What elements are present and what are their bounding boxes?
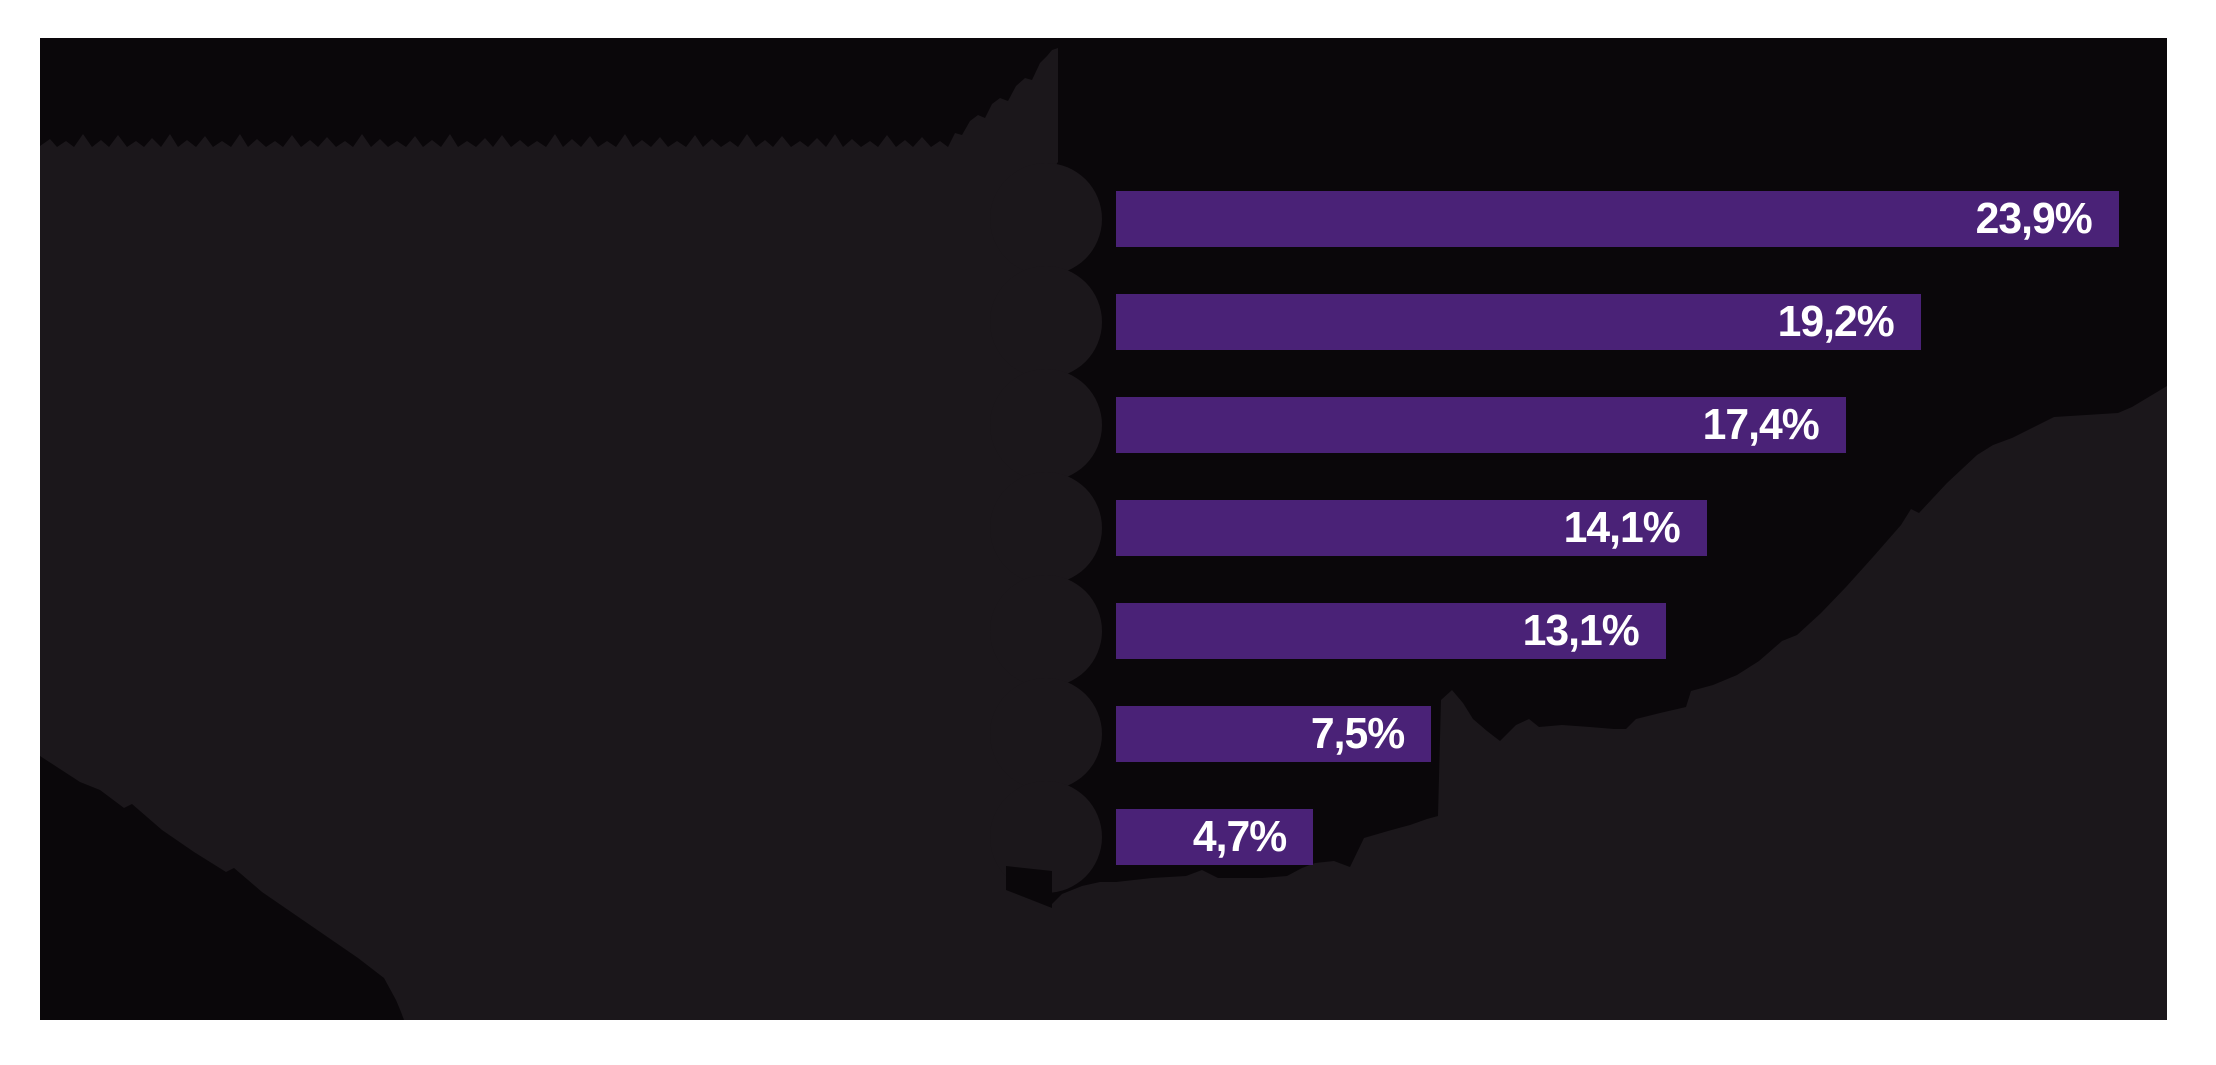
bar-row-6: 7,5% — [1116, 706, 1431, 762]
circle-silhouettes — [990, 163, 1102, 893]
notch-shape — [1006, 866, 1052, 908]
bar-row-5: 13,1% — [1116, 603, 1666, 659]
bar-value-label: 7,5% — [1310, 709, 1405, 758]
mountain-silhouette — [1050, 386, 2167, 1020]
bar-value-label: 17,4% — [1702, 400, 1820, 449]
bar-value-label: 4,7% — [1192, 812, 1287, 861]
bar-row-3: 17,4% — [1116, 397, 1846, 453]
bar-value-label: 13,1% — [1522, 606, 1640, 655]
bar-row-7: 4,7% — [1116, 809, 1313, 865]
bar-value-label: 14,1% — [1563, 503, 1681, 552]
left-silhouette-mass — [40, 48, 1058, 1020]
bar-value-label: 19,2% — [1777, 297, 1895, 346]
bar-row-4: 14,1% — [1116, 500, 1707, 556]
bar-row-2: 19,2% — [1116, 294, 1921, 350]
bar-value-label: 23,9% — [1975, 194, 2093, 243]
bottom-left-wedge — [40, 756, 404, 1020]
bar-row-1: 23,9% — [1116, 191, 2119, 247]
